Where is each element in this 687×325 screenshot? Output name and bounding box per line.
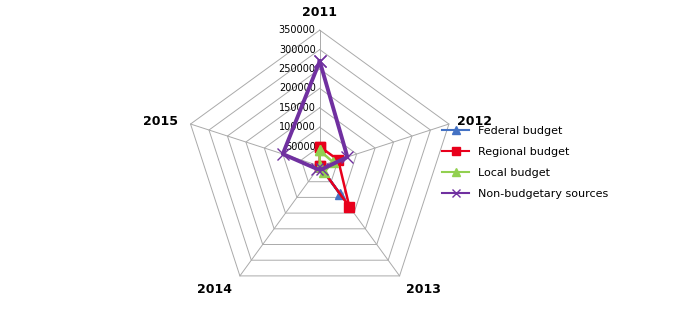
- Legend: Federal budget, Regional budget, Local budget, Non-budgetary sources: Federal budget, Regional budget, Local b…: [437, 122, 613, 204]
- Text: 2011: 2011: [302, 6, 337, 19]
- Text: 150000: 150000: [279, 103, 315, 113]
- Text: 2012: 2012: [457, 115, 492, 128]
- Text: 200000: 200000: [279, 84, 315, 93]
- Text: 250000: 250000: [279, 64, 315, 74]
- Text: 300000: 300000: [279, 45, 315, 55]
- Text: 350000: 350000: [279, 25, 315, 35]
- Text: 100000: 100000: [279, 122, 315, 132]
- Text: 2014: 2014: [196, 283, 232, 296]
- Text: 50000: 50000: [285, 142, 315, 151]
- Text: 2015: 2015: [144, 115, 179, 128]
- Text: 2013: 2013: [407, 283, 441, 296]
